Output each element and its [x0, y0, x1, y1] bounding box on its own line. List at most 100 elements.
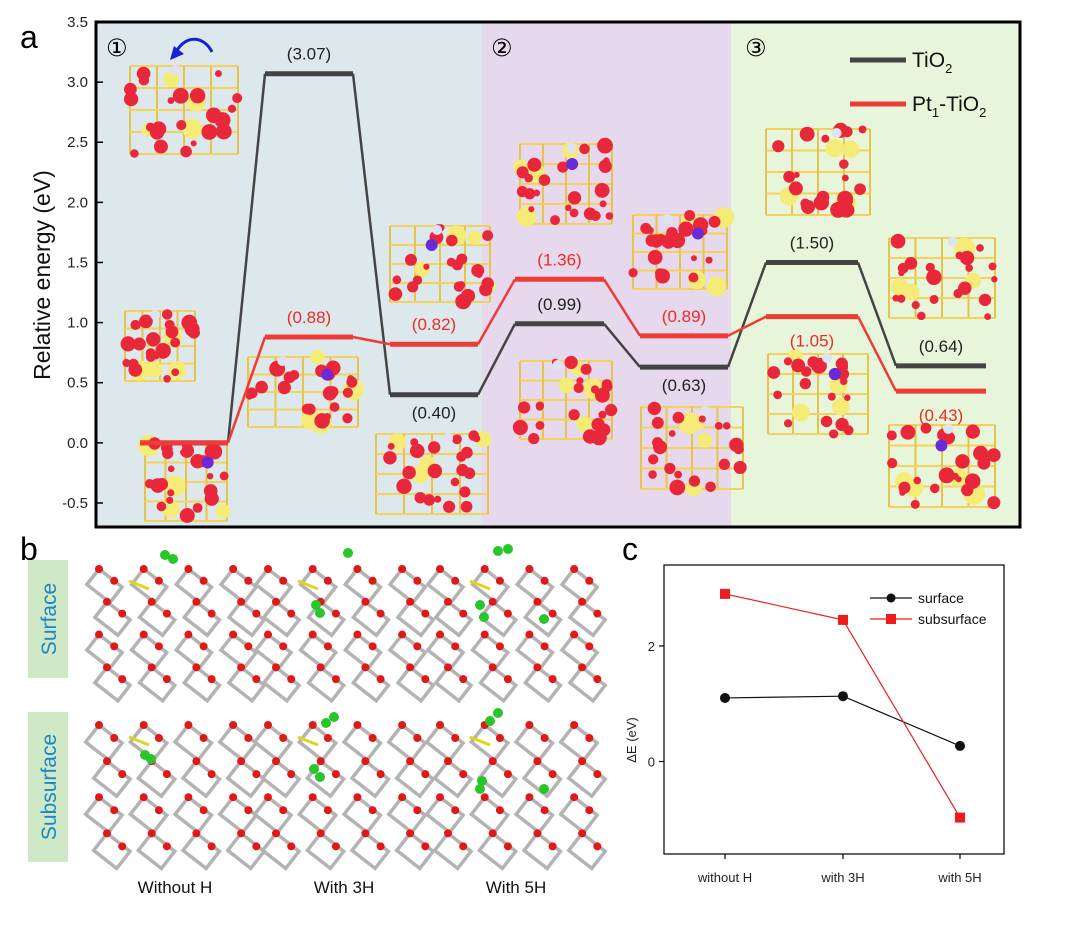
ti-o-bond — [252, 722, 294, 763]
h-atom — [315, 608, 325, 618]
o-atom — [147, 597, 156, 606]
o-atom — [206, 443, 223, 460]
o-atom — [398, 721, 407, 729]
o-atom — [248, 387, 255, 394]
o-atom — [533, 757, 542, 766]
o-atom — [103, 663, 111, 672]
o-atom — [421, 770, 430, 779]
o-atom — [229, 721, 238, 729]
transition-line — [727, 315, 767, 337]
ti-o-bond — [424, 794, 466, 835]
o-atom — [573, 382, 584, 394]
o-atom — [503, 842, 512, 851]
o-atom — [590, 210, 601, 222]
o-atom — [144, 479, 155, 489]
o-atom — [714, 422, 723, 430]
o-atom — [593, 842, 602, 851]
o-atom — [279, 734, 288, 742]
plot-frame-c — [663, 564, 1005, 855]
o-atom — [655, 268, 665, 278]
o-atom — [162, 842, 171, 851]
o-atom — [451, 806, 460, 815]
o-atom — [264, 565, 272, 573]
structure-illustration — [123, 65, 243, 158]
ti-o-bond — [432, 758, 474, 799]
data-point — [955, 740, 965, 751]
o-atom — [199, 734, 208, 742]
o-atom — [118, 609, 127, 618]
o-atom — [910, 499, 920, 509]
pt-site — [297, 735, 319, 747]
ti-o-bond — [225, 830, 267, 871]
h-atom — [309, 764, 319, 774]
ti-atom — [467, 230, 482, 245]
o-atom — [176, 119, 187, 131]
o-atom — [95, 630, 103, 639]
o-atom — [103, 829, 111, 838]
o-atom — [827, 392, 836, 401]
o-atom — [207, 675, 216, 684]
ti-o-bond — [129, 632, 170, 671]
pt-site — [469, 735, 491, 747]
o-atom — [421, 675, 430, 684]
structure-illustration — [765, 122, 871, 218]
ti-o-bond — [181, 664, 222, 704]
o-atom — [841, 203, 855, 217]
o-atom — [664, 462, 676, 475]
o-atom — [488, 663, 497, 672]
ti-o-bond — [180, 758, 222, 799]
o-atom — [154, 642, 163, 651]
o-atom — [388, 287, 403, 301]
o-atom — [179, 443, 195, 458]
energy-value-label: (0.43) — [919, 406, 963, 425]
o-atom — [272, 663, 280, 672]
o-atom — [480, 793, 489, 802]
o-atom — [421, 609, 430, 618]
legend-marker-subsurface — [886, 614, 896, 624]
pt-atom — [828, 368, 841, 380]
o-atom — [533, 597, 542, 606]
o-atom — [898, 481, 911, 494]
o-atom — [189, 87, 206, 104]
o-atom — [540, 642, 549, 651]
ti-atom — [825, 138, 844, 158]
o-atom — [167, 465, 175, 473]
ti-o-bond — [566, 758, 608, 799]
o-atom — [772, 140, 785, 153]
o-atom — [733, 460, 747, 474]
lattice-subsurface-with-3h — [252, 712, 436, 871]
o-atom — [582, 429, 598, 444]
o-atom — [517, 401, 531, 414]
o-atom — [858, 125, 867, 134]
o-atom — [585, 642, 594, 651]
o-atom — [580, 363, 592, 375]
o-atom — [331, 675, 340, 684]
o-atom — [955, 476, 962, 483]
ti-o-bond — [260, 758, 302, 799]
pt-site — [469, 579, 491, 591]
o-atom — [139, 565, 148, 573]
ti-o-bond — [387, 632, 428, 671]
o-atom — [661, 234, 676, 249]
o-atom — [729, 437, 744, 453]
ti-o-bond — [558, 794, 600, 835]
o-atom — [427, 463, 443, 479]
h-atom — [947, 237, 958, 247]
o-atom — [690, 255, 697, 262]
o-atom — [279, 576, 288, 585]
o-atom — [890, 233, 906, 249]
o-atom — [167, 489, 175, 497]
o-atom — [821, 134, 830, 143]
o-atom — [668, 430, 676, 437]
o-atom — [569, 208, 579, 218]
o-atom — [984, 313, 992, 321]
ti-o-bond — [296, 794, 339, 835]
o-atom — [387, 442, 395, 450]
o-atom — [229, 565, 238, 573]
h-atom — [315, 772, 325, 782]
legend-label-subsurface: subsurface — [918, 611, 987, 627]
o-atom — [118, 842, 127, 851]
o-atom — [406, 829, 415, 838]
o-atom — [593, 770, 602, 779]
